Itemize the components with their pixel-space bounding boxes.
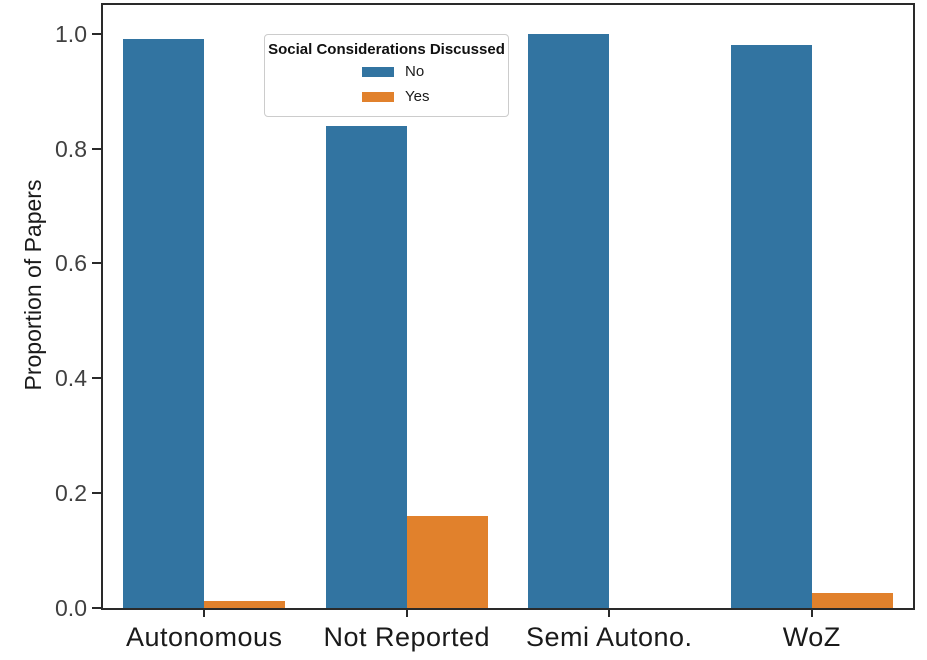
y-tick-label-0.8: 0.8: [55, 135, 87, 162]
legend-item-no: No: [265, 59, 508, 84]
x-tick-mark-woz: [810, 610, 813, 617]
bar-no-autonomous: [123, 39, 205, 608]
legend-title: Social Considerations Discussed: [268, 41, 505, 58]
x-tick-label-not-reported: Not Reported: [323, 622, 491, 652]
x-tick-mark-not-reported: [405, 610, 408, 617]
y-tick-mark-0.2: [92, 492, 101, 495]
y-tick-label-0.4: 0.4: [55, 365, 87, 392]
y-tick-label-0.6: 0.6: [55, 250, 87, 277]
bar-no-semi-autono: [528, 33, 610, 608]
legend-item-yes: Yes: [265, 84, 508, 109]
x-tick-mark-autonomous: [203, 610, 206, 617]
x-tick-mark-semi-autono: [608, 610, 611, 617]
y-tick-label-0.0: 0.0: [55, 595, 87, 621]
legend-item-label-yes: Yes: [405, 87, 430, 105]
bar-no-woz: [730, 45, 812, 608]
legend-item-label-no: No: [405, 62, 425, 80]
plot-area: Social Considerations Discussed No Yes 0.…: [55, 3, 915, 621]
bar-yes-woz: [811, 592, 893, 608]
y-tick-mark-0.6: [92, 262, 101, 265]
y-tick-mark-0.4: [92, 377, 101, 380]
x-tick-label-autonomous: Autonomous: [125, 622, 283, 652]
y-tick-mark-0.0: [92, 607, 101, 609]
x-tick-label-woz: WoZ: [782, 622, 841, 652]
legend-items: No Yes: [265, 59, 508, 109]
legend: Social Considerations Discussed No Yes: [264, 34, 509, 117]
bar-no-not-reported: [325, 125, 407, 608]
y-tick-label-1.0: 1.0: [55, 20, 87, 47]
x-tick-label-semi-autono: Semi Autono.: [525, 622, 693, 652]
y-tick-mark-1.0: [92, 32, 101, 35]
bar-yes-not-reported: [406, 516, 488, 608]
legend-swatch-no: [362, 66, 394, 77]
legend-swatch-yes: [362, 91, 394, 102]
bar-yes-autonomous: [204, 601, 286, 608]
y-tick-mark-0.8: [92, 147, 101, 150]
y-tick-label-0.2: 0.2: [55, 480, 87, 507]
